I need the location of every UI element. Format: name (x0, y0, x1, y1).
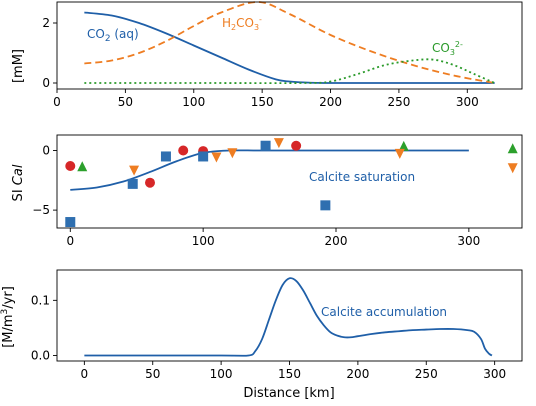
panel-calcite-accumulation: 0 50 100 150 200 250 300 0.0 0.1 [M/m3/yr] Dista… (0, 269, 523, 401)
marker-triangle-down (129, 165, 140, 176)
marker-triangle-up (77, 161, 88, 172)
marker-square (127, 178, 138, 189)
marker-square (65, 217, 76, 228)
series-group (84, 1, 496, 85)
x-tick-label: 150 (278, 367, 301, 381)
plot-frame (56, 269, 523, 362)
annotation-calcite-accumulation: Calcite accumulation (321, 305, 447, 319)
marker-triangle-down (273, 138, 284, 149)
marker-circle (291, 140, 302, 151)
y-axis-label: [mM] (11, 49, 26, 83)
series-line-1 (84, 1, 495, 84)
axes: 0 100 200 300 0 −5 (32, 134, 523, 248)
x-tick-label: 100 (182, 95, 205, 109)
marker-circle (178, 145, 189, 156)
series-group (84, 277, 493, 357)
x-tick-label: 0 (53, 95, 61, 109)
x-tick-label: 50 (118, 95, 133, 109)
marker-triangle-down (394, 148, 405, 159)
axes: 0 50 100 150 200 250 300 0.0 0.1 (31, 269, 523, 381)
x-tick-label: 100 (192, 234, 215, 248)
annotation-co2-aq: CO2 (aq) (87, 27, 139, 44)
y-tick-label: 0 (42, 144, 50, 158)
y-axis-label: SI Cal (11, 164, 26, 201)
marker-square (320, 200, 331, 211)
marker-circle (65, 161, 76, 171)
x-tick-label: 100 (210, 367, 233, 381)
marker-square (198, 151, 209, 162)
x-tick-label: 300 (456, 95, 479, 109)
series-line-2 (84, 58, 496, 85)
marker-triangle-up (507, 143, 518, 154)
annotation-calcite-saturation: Calcite saturation (309, 170, 415, 184)
x-tick-label: 200 (325, 234, 348, 248)
x-tick-label: 300 (457, 234, 480, 248)
x-axis-label: Distance [km] (243, 386, 334, 401)
accumulation-line (84, 277, 493, 357)
x-tick-label: 50 (145, 367, 160, 381)
x-tick-label: 200 (319, 95, 342, 109)
marker-circle (145, 177, 155, 188)
marker-square (160, 151, 171, 162)
y-tick-label: 0 (42, 76, 50, 90)
annotation-co3: CO32- (432, 40, 463, 57)
y-tick-label: 0.1 (31, 293, 50, 307)
marker-triangle-down (227, 148, 238, 159)
marker-triangle-up (398, 140, 409, 151)
plot-frame (56, 134, 523, 229)
panel-concentrations: 0 50 100 150 200 250 300 0 2 [mM] CO2 (aq) H2CO3… (11, 1, 523, 109)
annotation-h2co3: H2CO3- (222, 15, 262, 32)
panel-saturation-index: 0 100 200 300 0 −5 SI Cal Calcite saturation (11, 134, 523, 248)
x-tick-label: 0 (66, 234, 74, 248)
x-tick-label: 0 (81, 367, 89, 381)
y-tick-label: 0.0 (31, 348, 50, 362)
series-line-0 (84, 11, 495, 84)
series-group (65, 138, 518, 228)
x-tick-label: 250 (387, 95, 410, 109)
marker-triangle-down (507, 163, 518, 174)
x-tick-label: 150 (251, 95, 274, 109)
x-tick-label: 250 (415, 367, 438, 381)
y-axis-label: [M/m3/yr] (0, 286, 16, 348)
axes: 0 50 100 150 200 250 300 0 2 (42, 1, 523, 109)
marker-square (260, 140, 271, 151)
saturation-line (70, 149, 469, 191)
marker-triangle-down (211, 152, 222, 163)
plot-frame (56, 1, 523, 90)
x-tick-label: 200 (346, 367, 369, 381)
y-tick-label: 2 (42, 16, 50, 30)
x-tick-label: 300 (483, 367, 506, 381)
y-tick-label: −5 (32, 203, 50, 217)
